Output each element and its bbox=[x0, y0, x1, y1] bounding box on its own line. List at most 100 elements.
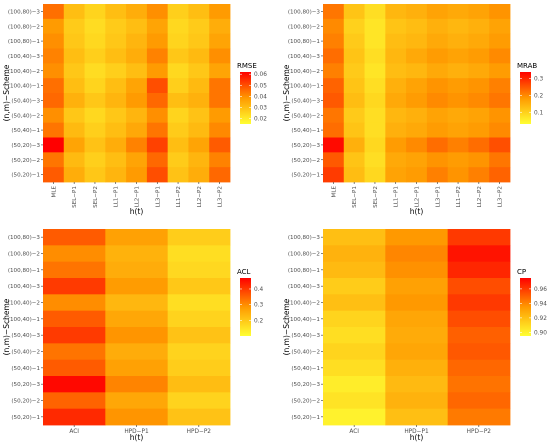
heatmap-cell bbox=[167, 63, 189, 79]
heatmap-cell bbox=[447, 167, 469, 183]
heatmap-cell bbox=[385, 408, 449, 426]
heatmap-cell bbox=[364, 78, 386, 94]
x-axis-title: h(t) bbox=[410, 207, 424, 216]
heatmap-cell bbox=[43, 359, 106, 377]
heatmap-cell bbox=[343, 63, 365, 79]
heatmap-cell bbox=[43, 107, 65, 124]
heatmap-cell bbox=[468, 152, 490, 168]
heatmap-cell bbox=[105, 33, 127, 49]
x-tick-label: LL3−P1 bbox=[155, 186, 161, 208]
heatmap-cell bbox=[406, 122, 428, 138]
heatmap-cell bbox=[447, 122, 469, 138]
heatmap-cell bbox=[385, 122, 407, 138]
heatmap-cell bbox=[385, 294, 449, 312]
heatmap-cell bbox=[468, 107, 490, 124]
heatmap-cell bbox=[426, 63, 449, 79]
legend-tick-label: 0.3 bbox=[534, 77, 544, 83]
heatmap-cell bbox=[126, 33, 148, 49]
legend-tick-label: 0.2 bbox=[534, 93, 544, 99]
heatmap-cell bbox=[146, 33, 169, 49]
legend-tick-label: 0.05 bbox=[254, 83, 267, 89]
heatmap-cell bbox=[489, 48, 511, 64]
heatmap-cell bbox=[209, 18, 231, 35]
heatmap-cell bbox=[43, 152, 65, 168]
heatmap-cell bbox=[447, 408, 511, 426]
x-tick-label: SEL−P2 bbox=[93, 186, 99, 208]
heatmap-cell bbox=[489, 137, 511, 153]
heatmap-cell bbox=[167, 327, 231, 344]
heatmap-cell bbox=[84, 78, 106, 94]
y-tick-label: (100,80)−3 bbox=[288, 235, 321, 241]
x-tick-label: LL1−P2 bbox=[176, 186, 182, 207]
heatmap-cell bbox=[489, 18, 511, 35]
x-tick-label: LL2−P1 bbox=[135, 186, 141, 208]
legend-title: ACL bbox=[237, 268, 251, 276]
heatmap-cell bbox=[63, 33, 85, 49]
heatmap-cell bbox=[426, 4, 449, 20]
heatmap-cell bbox=[406, 78, 428, 94]
heatmap-cell bbox=[468, 48, 490, 64]
heatmap-cell bbox=[447, 63, 469, 79]
y-tick-label: (100,40)−3 bbox=[288, 284, 321, 290]
heatmap-cell bbox=[43, 78, 65, 94]
heatmap-cell bbox=[188, 18, 210, 35]
heatmap-cell bbox=[43, 376, 106, 393]
x-tick-label: LL2−P2 bbox=[197, 186, 203, 207]
heatmap-panel-1: (100,80)−3 (100,80)−2 (100,80)−1 (100,40)−3… bbox=[2, 4, 267, 216]
heatmap-cell bbox=[385, 392, 449, 410]
heatmap-cell bbox=[323, 278, 386, 295]
heatmap-cell bbox=[167, 4, 189, 20]
heatmap-cell bbox=[167, 392, 231, 410]
heatmap-cell bbox=[323, 63, 345, 79]
heatmap-cell bbox=[447, 261, 511, 279]
heatmap-cell bbox=[43, 261, 106, 279]
y-tick-label: (50,40)−2 bbox=[11, 113, 40, 119]
heatmap-cell bbox=[426, 78, 449, 94]
heatmap-cell bbox=[468, 78, 490, 94]
heatmap-cell bbox=[364, 48, 386, 64]
y-tick-label: (100,40)−3 bbox=[288, 54, 321, 60]
heatmap-cell bbox=[167, 261, 231, 279]
heatmap-cell bbox=[105, 327, 169, 344]
heatmap-cell bbox=[489, 4, 511, 20]
heatmap-cell bbox=[468, 167, 490, 183]
heatmap-cell bbox=[167, 278, 231, 295]
heatmap-cell bbox=[43, 343, 106, 361]
heatmap-cell bbox=[385, 310, 449, 328]
heatmap-cell bbox=[323, 245, 386, 263]
heatmap-cell bbox=[167, 343, 231, 361]
heatmap-cell bbox=[406, 63, 428, 79]
heatmap-cell bbox=[323, 78, 345, 94]
heatmap-cell bbox=[209, 78, 231, 94]
heatmap-cell bbox=[323, 392, 386, 410]
heatmap-cell bbox=[385, 63, 407, 79]
heatmap-cell bbox=[323, 327, 386, 344]
heatmap-cell bbox=[426, 107, 449, 124]
heatmap-cell bbox=[105, 152, 127, 168]
heatmap-cell bbox=[447, 376, 511, 393]
heatmap-cell bbox=[126, 63, 148, 79]
heatmap-cell bbox=[447, 327, 511, 344]
y-tick-label: (100,40)−1 bbox=[288, 84, 321, 90]
y-tick-label: (100,80)−1 bbox=[8, 39, 41, 45]
y-axis-title: (n,m)−Scheme bbox=[282, 64, 291, 121]
heatmap-cell bbox=[343, 4, 365, 20]
y-tick-label: (100,40)−2 bbox=[8, 301, 40, 307]
heatmap-cell bbox=[105, 167, 127, 183]
heatmap-cell bbox=[209, 122, 231, 138]
heatmap-cell bbox=[167, 107, 189, 124]
heatmap-cell bbox=[105, 408, 169, 426]
heatmap-cell bbox=[343, 18, 365, 35]
heatmap-cell bbox=[385, 229, 449, 246]
heatmap-cell bbox=[323, 343, 386, 361]
y-tick-label: (50,40)−1 bbox=[11, 128, 40, 134]
y-tick-label: (50,20)−3 bbox=[291, 382, 320, 388]
heatmap-cell bbox=[146, 107, 169, 124]
heatmap-cell bbox=[43, 294, 106, 312]
heatmap-cell bbox=[406, 4, 428, 20]
heatmap-cell bbox=[84, 167, 106, 183]
heatmap-cell bbox=[84, 152, 106, 168]
y-tick-label: (50,20)−2 bbox=[11, 158, 40, 164]
heatmap-cell bbox=[447, 33, 469, 49]
y-tick-label: (50,20)−2 bbox=[291, 399, 320, 405]
